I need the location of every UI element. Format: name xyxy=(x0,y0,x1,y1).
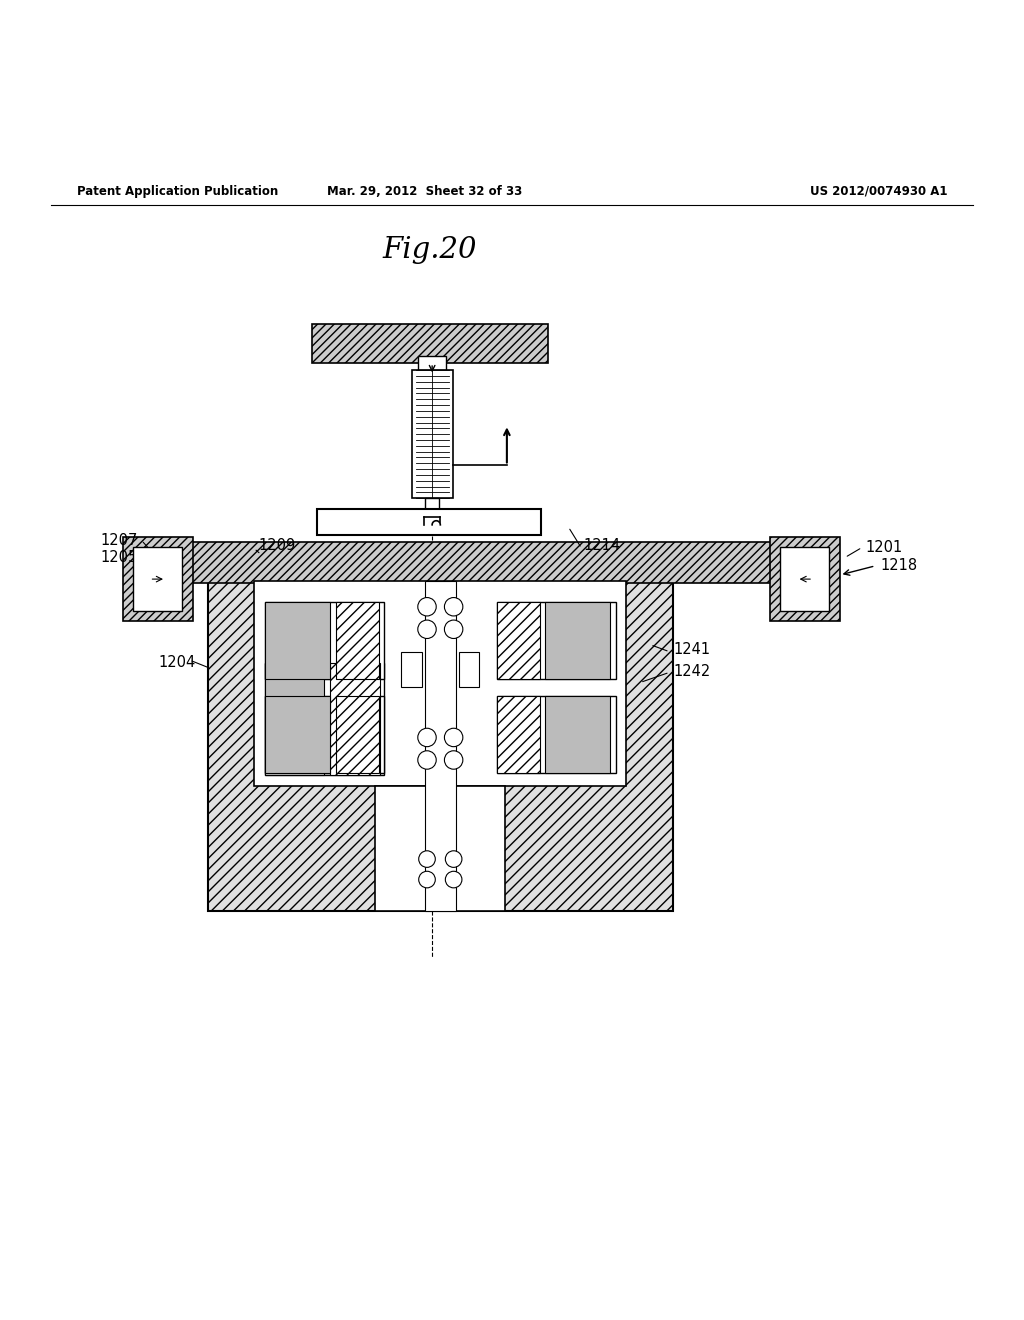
Text: 1207: 1207 xyxy=(100,533,137,548)
Bar xyxy=(412,370,453,498)
Circle shape xyxy=(444,729,463,747)
Bar xyxy=(336,696,379,774)
Bar xyxy=(208,581,673,911)
Bar xyxy=(425,498,439,512)
Bar xyxy=(264,663,325,775)
Circle shape xyxy=(418,729,436,747)
Text: 1218: 1218 xyxy=(881,558,918,573)
Bar xyxy=(264,696,330,774)
Bar xyxy=(401,652,422,688)
Bar xyxy=(770,537,840,622)
Circle shape xyxy=(445,851,462,867)
Text: Patent Application Publication: Patent Application Publication xyxy=(77,185,279,198)
Bar xyxy=(317,510,541,535)
Bar xyxy=(375,785,506,911)
Bar xyxy=(425,581,456,911)
Bar xyxy=(264,663,384,775)
Polygon shape xyxy=(383,510,481,527)
Text: 1209: 1209 xyxy=(258,537,295,553)
Bar xyxy=(264,696,384,774)
Text: US 2012/0074930 A1: US 2012/0074930 A1 xyxy=(810,185,947,198)
Bar xyxy=(123,537,193,622)
Text: 1205: 1205 xyxy=(100,550,137,565)
Text: 1241: 1241 xyxy=(674,643,711,657)
Bar xyxy=(254,581,627,785)
Circle shape xyxy=(418,598,436,616)
Bar xyxy=(133,548,182,611)
Text: 1201: 1201 xyxy=(865,540,902,554)
Circle shape xyxy=(418,751,436,770)
Text: 1204: 1204 xyxy=(159,655,196,669)
Bar xyxy=(264,602,384,680)
Bar xyxy=(152,543,811,583)
Circle shape xyxy=(444,751,463,770)
Bar xyxy=(425,363,439,375)
Text: Fig.20: Fig.20 xyxy=(383,236,477,264)
Bar xyxy=(459,652,479,688)
Bar xyxy=(497,696,540,774)
Bar xyxy=(264,602,330,680)
Bar xyxy=(497,696,616,774)
Text: 1214: 1214 xyxy=(584,537,621,553)
Bar xyxy=(780,548,829,611)
Circle shape xyxy=(419,871,435,888)
Text: Mar. 29, 2012  Sheet 32 of 33: Mar. 29, 2012 Sheet 32 of 33 xyxy=(328,185,522,198)
Circle shape xyxy=(444,620,463,639)
Bar xyxy=(336,602,379,680)
Bar xyxy=(497,602,616,680)
Bar xyxy=(497,602,540,680)
Bar xyxy=(545,696,610,774)
Text: 1242: 1242 xyxy=(674,664,711,678)
Bar xyxy=(545,602,610,680)
Bar xyxy=(312,325,548,363)
Bar xyxy=(418,356,446,370)
Bar xyxy=(330,663,380,775)
Circle shape xyxy=(444,598,463,616)
Circle shape xyxy=(419,851,435,867)
Circle shape xyxy=(418,620,436,639)
Circle shape xyxy=(445,871,462,888)
